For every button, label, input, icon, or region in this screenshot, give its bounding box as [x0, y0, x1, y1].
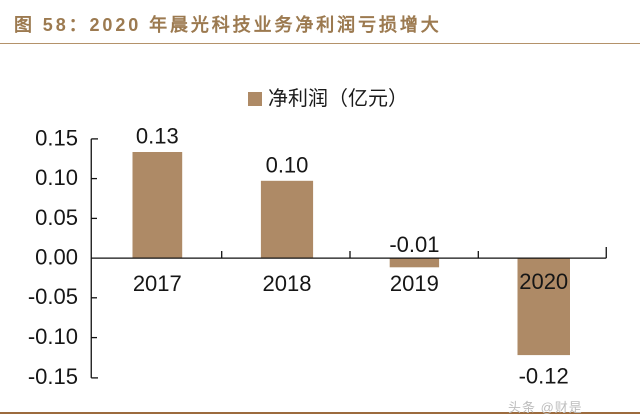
svg-text:0.10: 0.10: [266, 153, 309, 178]
svg-text:0.00: 0.00: [35, 245, 78, 270]
svg-text:-0.12: -0.12: [519, 364, 569, 389]
svg-text:-0.05: -0.05: [28, 284, 78, 309]
svg-text:2019: 2019: [390, 271, 439, 296]
svg-text:0.13: 0.13: [136, 124, 179, 149]
svg-text:-0.01: -0.01: [389, 232, 439, 257]
svg-text:0.10: 0.10: [35, 165, 78, 190]
svg-text:2020: 2020: [519, 269, 568, 294]
svg-text:-0.10: -0.10: [28, 324, 78, 349]
svg-text:0.05: 0.05: [35, 205, 78, 230]
svg-text:2018: 2018: [263, 271, 312, 296]
svg-text:2017: 2017: [133, 271, 182, 296]
svg-text:0.15: 0.15: [35, 126, 78, 151]
svg-text:-0.15: -0.15: [28, 364, 78, 389]
